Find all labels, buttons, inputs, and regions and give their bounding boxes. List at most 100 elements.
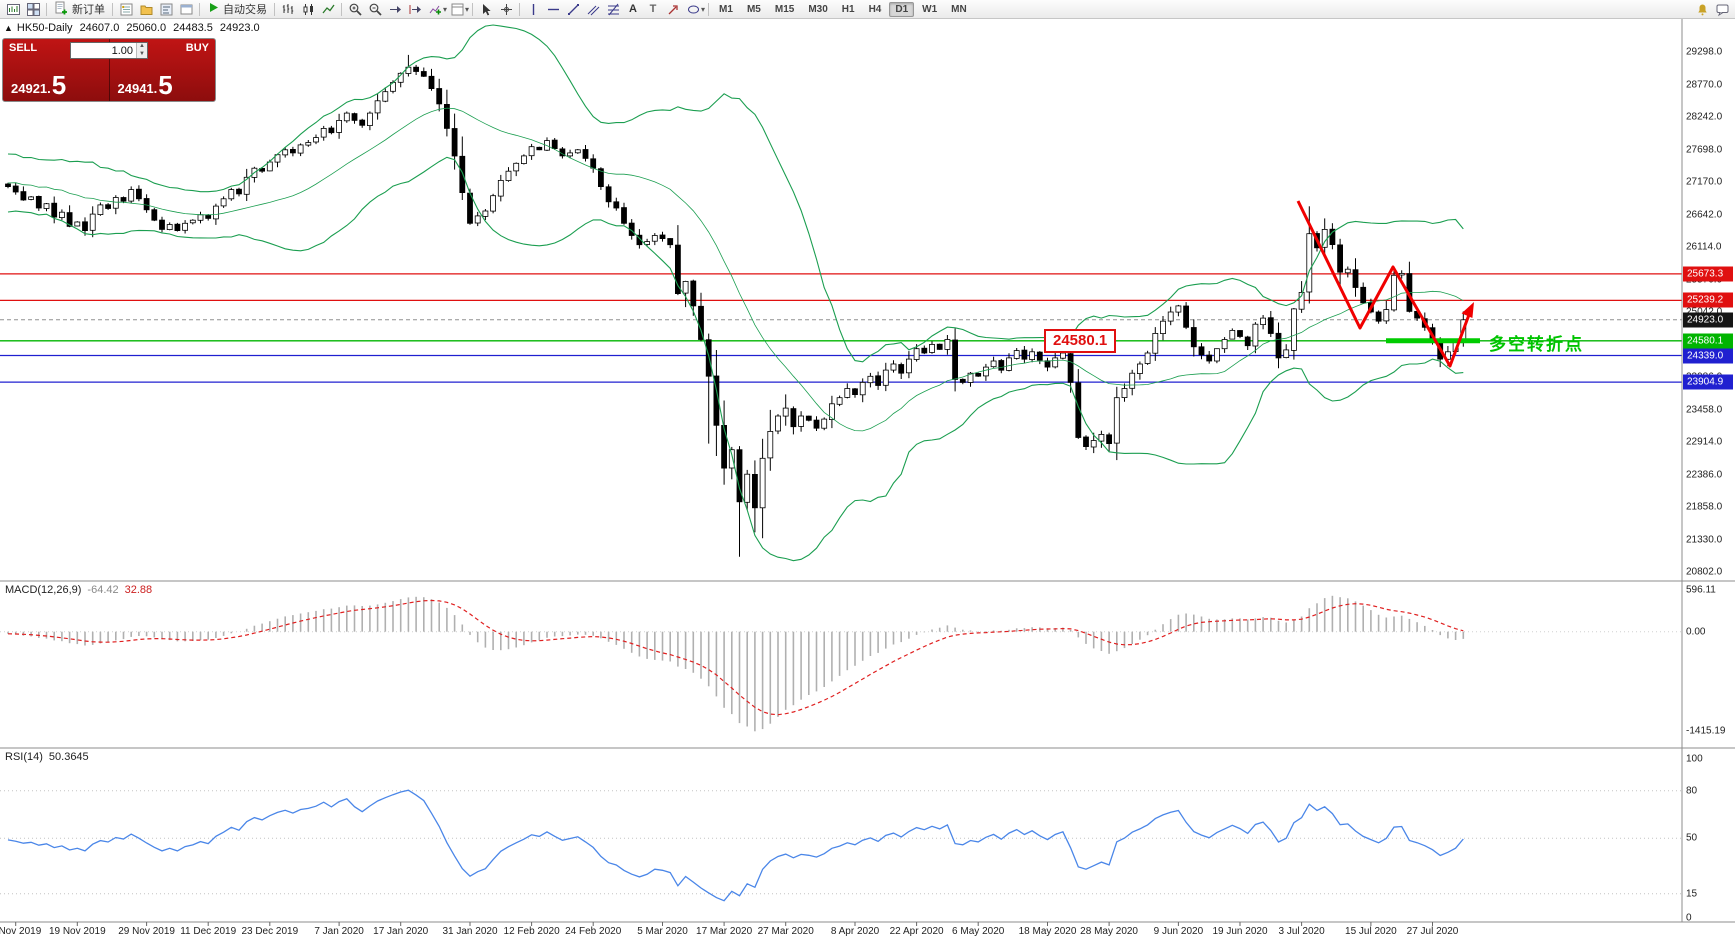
timeframe-mn[interactable]: MN [951,3,967,15]
date-label: 17 Jan 2020 [373,926,429,937]
shapes-caret-icon[interactable]: ▾ [701,4,706,14]
zoom-in-icon[interactable] [345,1,365,18]
rsi-indicator-label: RSI(14) 50.3645 [5,751,89,763]
date-label: 8 Apr 2020 [830,926,880,937]
indicators-icon[interactable] [425,1,445,18]
label-tool-icon[interactable]: T [649,3,657,15]
macd-indicator-label: MACD(12,26,9) -64.42 32.88 [5,584,152,596]
auto-trading-label: 自动交易 [223,4,267,16]
bollinger-band [7,107,1464,432]
horizontal-line-tool-icon[interactable] [543,1,563,18]
price-axis-tick: 28242.0 [1686,111,1723,123]
vertical-line-tool-icon[interactable] [523,1,543,18]
bar-chart-icon[interactable] [278,1,298,18]
timeframe-w1[interactable]: W1 [922,3,938,15]
macd-main-value: -64.42 [87,584,119,596]
macd-signal-line [7,599,1464,716]
text-tool-icon[interactable]: A [629,3,637,15]
trendline-tool-icon[interactable] [563,1,583,18]
sell-price: 24921. 5 [11,69,67,100]
auto-trading-icon [207,0,220,18]
date-label: 7 Jan 2020 [314,926,364,937]
auto-scroll-icon[interactable] [385,1,405,18]
price-annotation-label[interactable]: 24580.1 [1044,329,1117,353]
price-axis-tick: 25042.0 [1686,307,1722,318]
date-label: 9 Jun 2020 [1153,926,1204,937]
fibonacci-tool-icon[interactable] [603,1,623,18]
templates-caret-icon[interactable]: ▾ [465,4,470,14]
volume-down-icon[interactable]: ▼ [137,50,147,58]
date-label: 19 Nov 2019 [48,926,106,937]
turning-point-annotation[interactable]: 多空转折点 [1489,335,1584,354]
timeframe-h1[interactable]: H1 [841,3,855,15]
chart-shift-icon[interactable] [405,1,425,18]
toolbar: 新订单 自动交易 ▾ ▾ A T ▾ M1 M5 M15 M30 H1 H4 D… [0,0,1735,19]
timeframe-m15[interactable]: M15 [774,3,795,15]
shapes-tool-icon[interactable] [683,1,703,18]
navigator-icon[interactable] [156,1,176,18]
candlestick-chart-icon[interactable] [298,1,318,18]
profiles-folder-icon[interactable] [136,1,156,18]
price-axis-tick: 27170.0 [1686,176,1723,188]
timeframe-m30[interactable]: M30 [808,3,828,15]
price-axis-tick: 21330.0 [1686,534,1723,545]
toolbar-separator [472,2,474,16]
price-axis-tick: 20802.0 [1686,566,1723,578]
rsi-value: 50.3645 [48,751,89,763]
rsi-axis-tick: 15 [1686,888,1698,900]
arrows-tool-icon[interactable] [663,1,683,18]
rsi-axis-tick: 50 [1686,832,1698,844]
indicators-caret-icon[interactable]: ▾ [443,4,448,14]
chart-windows-icon[interactable] [23,1,43,18]
date-label: 12 Feb 2020 [503,926,560,937]
rsi-axis-tick: 80 [1686,785,1698,797]
buy-price: 24941. 5 [117,69,173,100]
macd-axis-tick: -1415.19 [1686,725,1726,737]
toolbar-separator [708,2,710,16]
chat-icon[interactable] [1712,1,1732,18]
sell-button[interactable]: SELL 24921. 5 [3,39,109,101]
price-axis-tick: 23458.0 [1686,404,1723,415]
price-level-badge: 24339.0 [1683,348,1733,364]
zoom-out-icon[interactable] [365,1,385,18]
templates-icon[interactable] [447,1,467,18]
line-chart-icon[interactable] [318,1,338,18]
volume-up-icon[interactable]: ▲ [137,43,147,51]
timeframe-m5[interactable]: M5 [746,3,761,15]
new-order-button[interactable]: 新订单 [50,1,109,18]
market-watch-icon[interactable] [116,1,136,18]
price-axis-tick: 26114.0 [1686,241,1722,253]
zigzag-arrowhead [1461,302,1474,318]
volume-input[interactable]: 1.00 ▲ ▼ [70,42,148,59]
price-axis-tick: 26642.0 [1686,209,1723,220]
price-level-badge: 25239.2 [1683,292,1733,308]
open-value: 24607.0 [79,22,120,34]
cursor-icon[interactable] [476,1,496,18]
notification-icon[interactable] [1692,1,1712,18]
auto-trading-button[interactable]: 自动交易 [203,1,271,18]
date-label: 18 May 2020 [1018,926,1077,937]
bollinger-band [7,24,1464,363]
new-chart-icon[interactable] [3,1,23,18]
buy-button[interactable]: BUY 24941. 5 [108,39,216,101]
toolbar-separator [341,2,342,16]
date-label: 17 Mar 2020 [696,926,753,937]
crosshair-icon[interactable] [496,1,516,18]
channel-tool-icon[interactable] [583,1,603,18]
timeframe-h4[interactable]: H4 [868,3,882,15]
toolbar-separator [519,2,521,16]
price-level-badge: 25673.3 [1683,266,1733,282]
macd-axis-tick: 596.11 [1686,584,1716,596]
macd-axis-tick: 0.00 [1686,626,1706,638]
terminal-icon[interactable] [176,1,196,18]
timeframe-d1[interactable]: D1 [889,1,915,17]
new-order-label: 新订单 [72,4,105,16]
rsi-name: RSI(14) [5,751,43,763]
timeframe-m1[interactable]: M1 [719,3,733,15]
bollinger-band [7,156,1464,562]
date-label: 23 Dec 2019 [241,926,299,937]
collapse-triangle-icon[interactable]: ▲ [4,23,13,33]
toolbar-separator [112,2,113,16]
rsi-line [7,789,1464,902]
